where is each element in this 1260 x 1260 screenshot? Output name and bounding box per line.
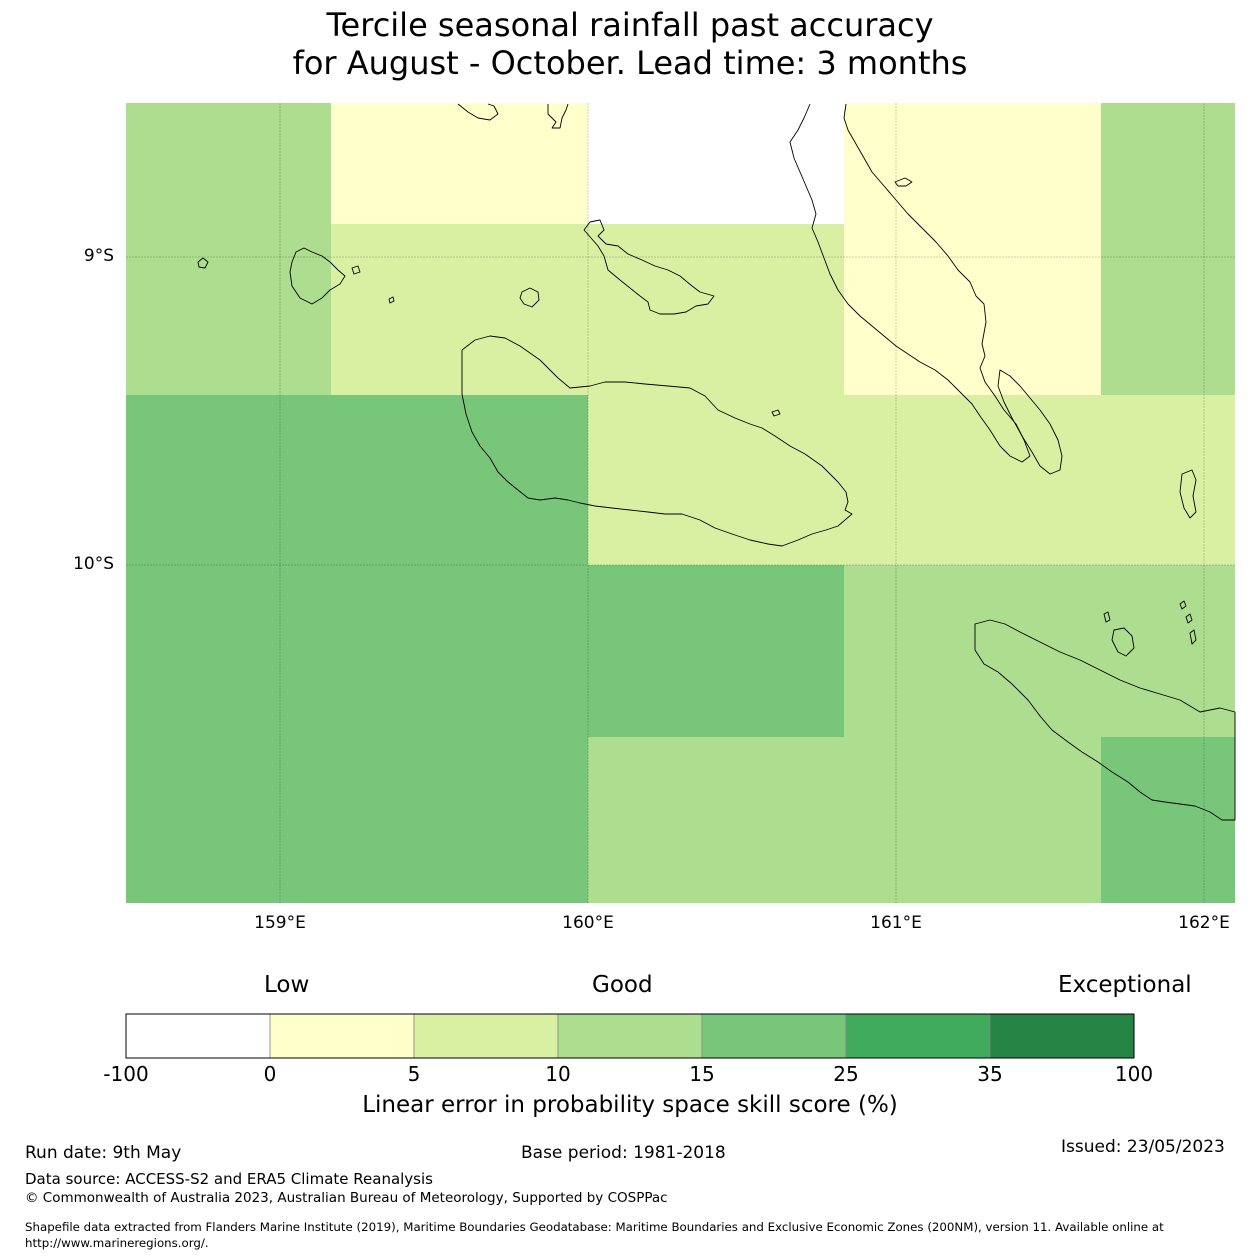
grid-cell <box>844 565 1101 737</box>
colorbar-tick: 0 <box>263 1062 277 1086</box>
lat-label-9s: 9°S <box>83 246 114 266</box>
grid-cell <box>126 737 331 903</box>
grid-cell <box>126 224 331 395</box>
colorbar-swatch <box>701 1013 847 1059</box>
coast-islet-1 <box>197 257 209 269</box>
colorbar-category-exceptional: Exceptional <box>1058 972 1192 998</box>
colorbar-swatch <box>557 1013 703 1059</box>
grid-cell <box>126 103 331 224</box>
lon-label-162e: 162°E <box>1178 913 1230 933</box>
coast-ugi <box>1111 627 1135 657</box>
grid-cell <box>588 565 844 737</box>
coast-small-malaita <box>997 369 1063 475</box>
grid-cell <box>1101 565 1235 737</box>
coast-islet-7 <box>1179 600 1187 610</box>
grid-cell <box>844 224 1101 395</box>
grid-cell <box>1101 737 1235 903</box>
colorbar-tick: 25 <box>833 1062 859 1086</box>
colorbar-tick: 10 <box>545 1062 571 1086</box>
grid-cell <box>331 565 588 737</box>
title-line-1: Tercile seasonal rainfall past accuracy <box>326 6 934 44</box>
grid-cell <box>126 395 331 565</box>
grid-cell <box>331 224 588 395</box>
coast-florida-north <box>457 103 499 121</box>
colorbar-category-good: Good <box>592 972 653 998</box>
coast-islet-5 <box>894 177 913 187</box>
colorbar-tick: 5 <box>407 1062 421 1086</box>
coast-islet-4 <box>771 409 781 417</box>
data-source: Data source: ACCESS-S2 and ERA5 Climate … <box>25 1170 433 1188</box>
issued-date: Issued: 23/05/2023 <box>1061 1137 1225 1157</box>
copyright-notice: © Commonwealth of Australia 2023, Austra… <box>25 1190 668 1206</box>
colorbar-swatch <box>989 1013 1135 1059</box>
run-date: Run date: 9th May <box>25 1143 182 1163</box>
coast-ulawa <box>1179 469 1197 519</box>
grid-cell <box>588 103 844 224</box>
colorbar-tick: 15 <box>689 1062 715 1086</box>
coast-islet-9 <box>1189 629 1197 645</box>
grid-cells <box>126 103 1235 903</box>
grid-cell <box>588 395 844 565</box>
grid-cell <box>1101 103 1235 224</box>
coast-islet-6 <box>1103 611 1111 623</box>
grid-cell <box>126 565 331 737</box>
shapefile-url: http://www.marineregions.org/. <box>25 1236 209 1250</box>
colorbar-tick: -100 <box>103 1062 149 1086</box>
lon-label-160e: 160°E <box>562 913 614 933</box>
grid-cell <box>844 737 1101 903</box>
coast-malaita-west <box>789 103 1031 463</box>
coast-savo-island <box>519 287 540 308</box>
colorbar-frame <box>125 1013 1135 1059</box>
grid-cell <box>844 103 1101 224</box>
base-period: Base period: 1981-2018 <box>521 1143 726 1163</box>
coastlines <box>197 103 1236 821</box>
grid-cell <box>588 737 844 903</box>
colorbar-tick: 35 <box>977 1062 1003 1086</box>
colorbar-swatch <box>269 1013 415 1059</box>
coast-nggela-islands <box>583 219 715 315</box>
title-line-2: for August - October. Lead time: 3 month… <box>292 44 968 82</box>
graticule <box>126 103 1235 903</box>
colorbar-category-low: Low <box>264 972 310 998</box>
coast-russell-islands <box>289 247 346 305</box>
grid-cell <box>1101 395 1235 565</box>
grid-cell <box>844 395 1101 565</box>
grid-cell <box>331 395 588 565</box>
lat-label-10s: 10°S <box>73 554 114 574</box>
colorbar-swatch <box>845 1013 991 1059</box>
coast-islet-2 <box>351 265 361 275</box>
coast-makira <box>974 619 1236 821</box>
lon-label-159e: 159°E <box>254 913 306 933</box>
colorbar-swatch <box>413 1013 559 1059</box>
colorbar-tick: 100 <box>1114 1062 1154 1086</box>
shapefile-credit: Shapefile data extracted from Flanders M… <box>25 1220 1164 1234</box>
coast-florida-north-2 <box>547 103 569 129</box>
grid-cell <box>588 224 844 395</box>
lon-label-161e: 161°E <box>870 913 922 933</box>
grid-cell <box>1101 224 1235 395</box>
coast-islet-8 <box>1185 613 1193 624</box>
colorbar-swatch <box>125 1013 271 1059</box>
grid-cell <box>331 737 588 903</box>
coast-guadalcanal <box>461 335 853 547</box>
coast-islet-3 <box>388 296 395 304</box>
colorbar-caption: Linear error in probability space skill … <box>362 1092 898 1118</box>
colorbar <box>125 1013 1135 1059</box>
grid-cell <box>331 103 588 224</box>
